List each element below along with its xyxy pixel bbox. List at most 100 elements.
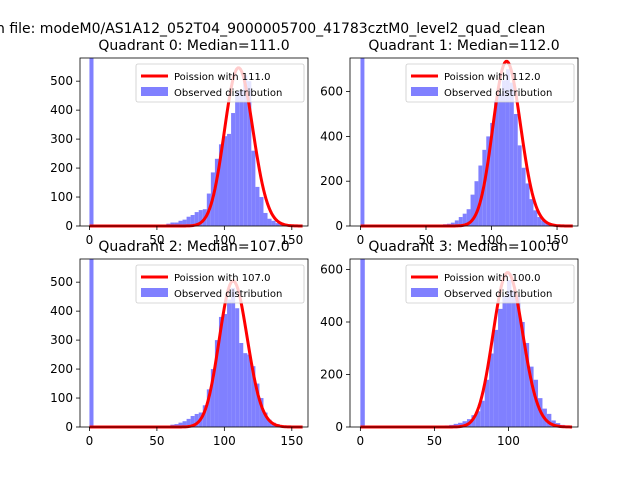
y-tick-label: 300: [50, 132, 73, 146]
subplot-quadrant-0: 0 50 100 150 0 100 200 300 400 500 Quadrant 0: Med…: [50, 38, 309, 247]
legend-label-observed: Observed distribution: [174, 289, 282, 300]
hist-bar: [480, 400, 485, 427]
y-tick-label: 200: [320, 368, 343, 382]
x-tick-label: 50: [427, 434, 442, 448]
hist-bar: [206, 389, 211, 427]
y-tick-label: 300: [50, 333, 73, 347]
hist-bar: [517, 145, 522, 226]
hist-bar: [198, 210, 203, 226]
hist-bar: [486, 136, 491, 226]
hist-bar: [475, 411, 481, 427]
hist-bar: [537, 217, 542, 226]
legend-label-poisson: Poission with 107.0: [174, 273, 270, 284]
legend-label-poisson: Poission with 111.0: [174, 72, 270, 83]
hist-bar: [360, 259, 365, 427]
hist-bar: [239, 343, 244, 427]
hist-bar: [462, 213, 467, 226]
x-tick-label: 0: [86, 434, 94, 448]
hist-bar: [275, 223, 280, 226]
hist-bar: [498, 308, 503, 427]
axes-frame: [79, 258, 309, 428]
y-tick-label: 600: [320, 85, 343, 99]
figure-suptitle: n file: modeM0/AS1A12_052T04_9000005700_…: [0, 21, 545, 37]
y-tick-label: 400: [320, 315, 343, 329]
hist-bar: [182, 219, 187, 226]
hist-bar: [271, 220, 276, 226]
x-tick-label: 150: [280, 233, 303, 247]
legend-label-observed: Observed distribution: [444, 88, 552, 99]
hist-bar: [484, 379, 490, 427]
y-tick-label: 400: [50, 103, 73, 117]
x-tick-label: 0: [357, 434, 365, 448]
y-tick-label: 500: [50, 275, 73, 289]
hist-bar: [227, 133, 232, 226]
hist-bar: [186, 418, 191, 427]
hist-bar: [509, 82, 514, 226]
hist-bar: [214, 158, 219, 226]
hist-bar: [202, 405, 207, 427]
hist-bar: [259, 398, 264, 427]
hist-bar: [521, 167, 526, 226]
hist-bar: [178, 422, 183, 427]
hist-bar: [259, 197, 264, 226]
legend-label-poisson: Poission with 112.0: [444, 72, 540, 83]
legend-patch-swatch: [411, 87, 438, 96]
x-tick-label: 50: [418, 233, 433, 247]
hist-bar: [470, 194, 475, 226]
hist-bar: [218, 144, 224, 226]
hist-bar: [251, 366, 256, 427]
hist-bar: [223, 314, 228, 427]
hist-bar: [471, 415, 476, 427]
hist-bar: [263, 412, 268, 427]
x-tick-label: 0: [357, 233, 365, 247]
hist-bar: [190, 214, 195, 226]
legend-label-observed: Observed distribution: [444, 289, 552, 300]
x-tick-label: 50: [149, 434, 164, 448]
hist-bar: [263, 212, 268, 226]
legend-box: [135, 63, 305, 103]
x-tick-label: 100: [213, 434, 236, 448]
hist-bar: [194, 212, 199, 226]
hist-bar: [515, 295, 521, 427]
hist-bar: [235, 308, 240, 427]
hist-bar: [239, 89, 244, 227]
x-tick-label: 150: [546, 233, 569, 247]
hist-bar: [511, 290, 516, 427]
x-tick-label: 100: [480, 233, 503, 247]
subplot-quadrant-1: 0 50 100 150 0 200 400 600 Quadrant 1: Median=11…: [320, 38, 579, 247]
y-tick-label: 100: [50, 190, 73, 204]
y-tick-label: 200: [50, 362, 73, 376]
hist-bar: [267, 218, 272, 226]
axes-frame: [79, 57, 309, 227]
hist-bar: [255, 186, 260, 226]
hist-bar: [223, 136, 228, 226]
x-tick-label: 0: [86, 233, 94, 247]
subplot-quadrant-2: 0 50 100 150 0 100 200 300 400 500 Quadrant 2: Med…: [50, 239, 309, 448]
subplot-quadrant-3: 0 50 100 0 200 400 600 Quadrant 3: Median=100.0…: [320, 239, 579, 448]
legend-box: [405, 63, 575, 103]
y-tick-label: 200: [320, 174, 343, 188]
y-tick-label: 600: [320, 263, 343, 277]
hist-bar: [218, 316, 224, 427]
legend-box: [135, 264, 305, 304]
hist-bar: [525, 183, 530, 226]
hist-bar: [243, 353, 248, 427]
y-tick-label: 0: [65, 420, 73, 434]
hist-bar: [251, 150, 256, 226]
y-tick-label: 0: [335, 420, 343, 434]
hist-bar: [89, 259, 94, 427]
x-tick-label: 150: [280, 434, 303, 448]
legend-label-poisson: Poission with 100.0: [444, 273, 540, 284]
hist-bar: [89, 58, 94, 226]
hist-bar: [182, 421, 187, 427]
y-tick-label: 200: [50, 161, 73, 175]
hist-bar: [494, 100, 499, 226]
hist-bar: [247, 354, 252, 427]
hist-bar: [474, 181, 479, 226]
hist-bar: [190, 415, 195, 427]
y-tick-label: 500: [50, 74, 73, 88]
legend-box: [405, 264, 575, 304]
hist-bar: [458, 422, 463, 427]
hist-bar: [466, 209, 471, 226]
legend-patch-swatch: [141, 288, 168, 297]
